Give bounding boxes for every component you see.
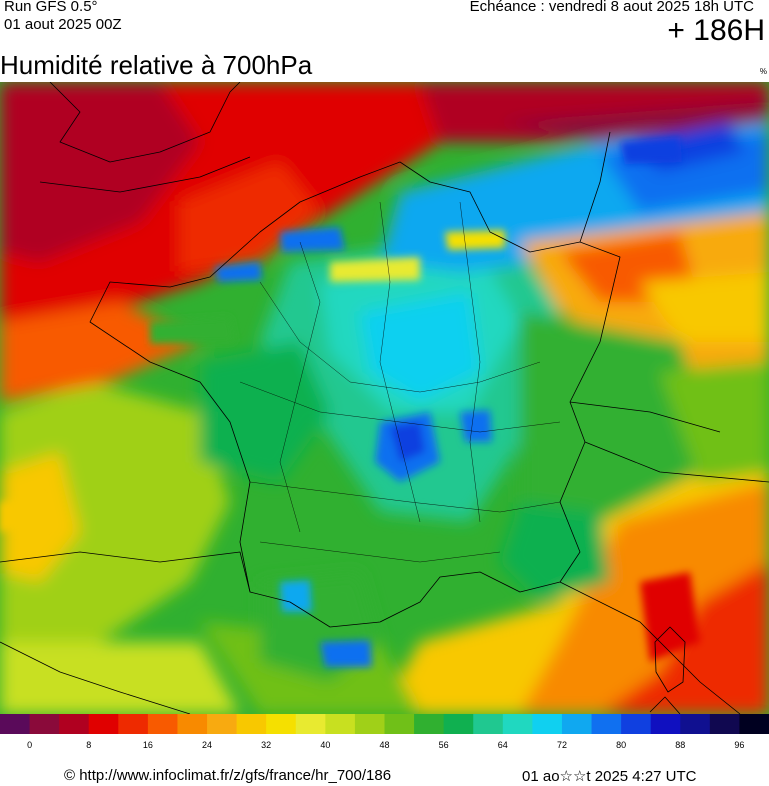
iberia-coast xyxy=(0,551,251,714)
legend-swatch xyxy=(650,714,681,734)
legend-tick-label: 80 xyxy=(616,740,626,750)
legend-swatch xyxy=(236,714,267,734)
run-label: Run GFS 0.5° xyxy=(4,0,98,15)
legend-tick-label: 24 xyxy=(202,740,212,750)
legend-ticks: 0 8 16 24 32 40 48 56 64 72 80 88 96 xyxy=(27,740,744,750)
legend-swatch xyxy=(325,714,356,734)
legend-swatch xyxy=(443,714,474,734)
legend-swatch xyxy=(59,714,90,734)
legend-swatch xyxy=(709,714,740,734)
legend-swatch xyxy=(561,714,593,734)
map-borders xyxy=(0,82,769,714)
france-outline xyxy=(89,161,621,628)
map-title: Humidité relative à 700hPa xyxy=(0,50,313,80)
legend-tick-label: 16 xyxy=(143,740,153,750)
legend-swatch xyxy=(739,714,769,734)
legend-tick-label: 96 xyxy=(734,740,744,750)
department-lines xyxy=(239,201,561,563)
legend-swatch xyxy=(29,714,60,734)
legend-swatch xyxy=(266,714,297,734)
legend-tick-label: 8 xyxy=(86,740,91,750)
uk-coast xyxy=(39,82,251,193)
legend-swatches xyxy=(0,714,769,734)
humidity-field xyxy=(0,82,769,714)
unit-label: % xyxy=(759,67,767,76)
legend-swatch xyxy=(532,714,563,734)
legend-swatch xyxy=(414,714,445,734)
legend-swatch xyxy=(621,714,652,734)
forecast-valid-time: Echéance : vendredi 8 aout 2025 18h UTC xyxy=(469,0,754,15)
run-date: 01 aout 2025 00Z xyxy=(4,16,122,33)
legend-tick-label: 0 xyxy=(27,740,32,750)
legend-swatch xyxy=(118,714,149,734)
legend-swatch xyxy=(473,714,504,734)
legend-swatch xyxy=(207,714,238,734)
legend-tick-label: 56 xyxy=(439,740,449,750)
legend-tick-label: 48 xyxy=(379,740,389,750)
legend-swatch xyxy=(502,714,533,734)
legend-swatch xyxy=(591,714,622,734)
legend-swatch xyxy=(177,714,208,734)
east-border xyxy=(569,131,769,483)
legend-tick-label: 32 xyxy=(261,740,271,750)
color-legend: 0 8 16 24 32 40 48 56 64 72 80 88 96 xyxy=(0,714,769,750)
corsica xyxy=(654,626,686,693)
italy-coast xyxy=(559,581,741,714)
legend-swatch xyxy=(354,714,385,734)
copyright-url: © http://www.infoclimat.fr/z/gfs/france/… xyxy=(64,767,392,784)
legend-tick-label: 72 xyxy=(557,740,567,750)
legend-swatch xyxy=(147,714,178,734)
legend-tick-label: 64 xyxy=(498,740,508,750)
legend-swatch xyxy=(680,714,711,734)
legend-tick-label: 40 xyxy=(320,740,330,750)
legend-swatch xyxy=(88,714,119,734)
legend-tick-label: 88 xyxy=(675,740,685,750)
legend-swatch xyxy=(295,714,326,734)
generated-time: 01 ao☆☆t 2025 4:27 UTC xyxy=(522,768,697,785)
sardinia xyxy=(649,696,681,714)
legend-swatch xyxy=(384,714,415,734)
lead-time: + 186H xyxy=(667,14,765,47)
legend-swatch xyxy=(0,714,31,734)
humidity-map xyxy=(0,82,769,714)
